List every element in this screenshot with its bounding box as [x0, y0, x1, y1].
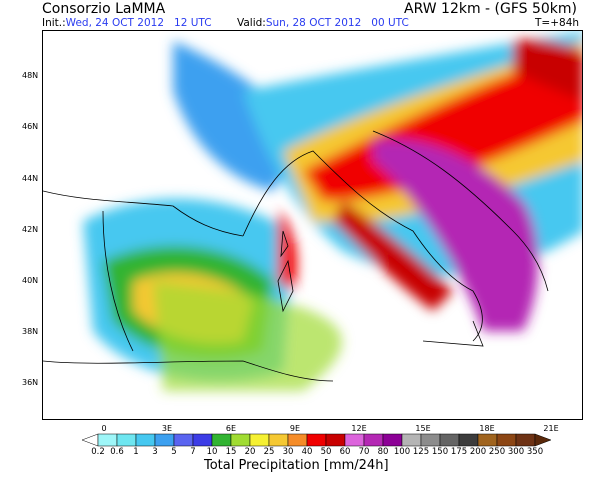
init-label: Init.:: [42, 17, 66, 29]
colorbar-label: 200: [469, 447, 487, 457]
colorbar-swatch: [496, 433, 517, 447]
lon-label: 3E: [161, 424, 173, 433]
colorbar-label: 125: [412, 447, 430, 457]
colorbar-swatch: [325, 433, 346, 447]
colorbar-swatch: [306, 433, 327, 447]
colorbar-label: 40: [301, 447, 313, 457]
colorbar-swatch: [477, 433, 498, 447]
colorbar-label: 80: [377, 447, 389, 457]
init-time: Init.:Wed, 24 OCT 2012 12 UTC: [42, 17, 212, 29]
lon-label: 12E: [351, 424, 367, 433]
colorbar-swatch: [82, 433, 99, 447]
colorbar-label: 150: [431, 447, 449, 457]
lead-time: T=+84h: [535, 17, 580, 29]
colorbar-label: 30: [282, 447, 294, 457]
colorbar-swatch: [192, 433, 213, 447]
colorbar-title: Total Precipitation [mm/24h]: [204, 458, 389, 473]
colorbar-label: 10: [206, 447, 218, 457]
colorbar-swatch: [363, 433, 384, 447]
colorbar-label: 50: [320, 447, 332, 457]
colorbar-label: 15: [225, 447, 237, 457]
colorbar-label: 1: [133, 447, 139, 457]
colorbar-swatch: [534, 433, 552, 447]
valid-value: Sun, 28 OCT 2012 00 UTC: [265, 17, 409, 29]
colorbar-swatch: [135, 433, 156, 447]
colorbar-swatch: [211, 433, 232, 447]
colorbar-label: 7: [190, 447, 196, 457]
lat-label: 40N: [22, 276, 39, 285]
colorbar-label: 0.2: [91, 447, 105, 457]
colorbar-swatch: [116, 433, 137, 447]
colorbar-swatch: [97, 433, 118, 447]
colorbar-label: 100: [393, 447, 411, 457]
lon-label: 6E: [225, 424, 237, 433]
colorbar-label: 175: [450, 447, 468, 457]
lon-label: 9E: [289, 424, 301, 433]
colorbar-label: 0.6: [110, 447, 124, 457]
colorbar-label: 350: [526, 447, 544, 457]
init-value: Wed, 24 OCT 2012 12 UTC: [65, 17, 212, 29]
precipitation-map: [42, 30, 583, 420]
colorbar-label: 20: [244, 447, 256, 457]
colorbar-swatch: [515, 433, 536, 447]
provider-title: Consorzio LaMMA: [42, 1, 166, 17]
lat-label: 44N: [22, 174, 39, 183]
colorbar-label: 250: [488, 447, 506, 457]
colorbar-swatch: [401, 433, 422, 447]
colorbar-swatch: [249, 433, 270, 447]
colorbar-swatch: [230, 433, 251, 447]
valid-label: Valid:: [237, 17, 266, 29]
colorbar-label: 300: [507, 447, 525, 457]
colorbar-swatch: [458, 433, 479, 447]
colorbar-label: 25: [263, 447, 275, 457]
lat-label: 48N: [22, 71, 39, 80]
colorbar-swatch: [439, 433, 460, 447]
colorbar-label: 5: [171, 447, 177, 457]
lat-label: 36N: [22, 378, 39, 387]
colorbar-swatch: [154, 433, 175, 447]
model-label: ARW 12km - (GFS 50km): [404, 1, 578, 17]
colorbar-label: 3: [152, 447, 158, 457]
lat-label: 42N: [22, 225, 39, 234]
lon-label: 0: [101, 424, 107, 433]
colorbar-swatch: [382, 433, 403, 447]
precipitation-field: [43, 31, 582, 391]
colorbar-swatch: [287, 433, 308, 447]
colorbar-swatch: [344, 433, 365, 447]
lat-label: 46N: [22, 122, 39, 131]
colorbar-swatch: [173, 433, 194, 447]
colorbar: [82, 433, 552, 447]
valid-time: Valid:Sun, 28 OCT 2012 00 UTC: [237, 17, 409, 29]
colorbar-label: 70: [358, 447, 370, 457]
colorbar-swatch: [268, 433, 289, 447]
colorbar-swatch: [420, 433, 441, 447]
lon-label: 15E: [415, 424, 431, 433]
colorbar-label: 60: [339, 447, 351, 457]
lat-label: 38N: [22, 327, 39, 336]
lon-label: 21E: [543, 424, 559, 433]
lon-label: 18E: [479, 424, 495, 433]
